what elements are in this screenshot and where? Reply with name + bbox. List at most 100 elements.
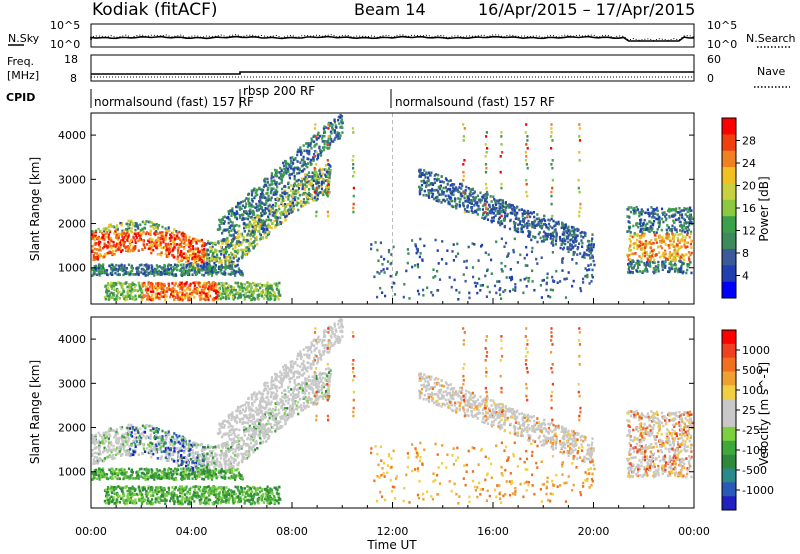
power-cell — [267, 208, 270, 211]
power-cell — [314, 180, 317, 184]
power-cell — [449, 188, 452, 191]
power-cell — [252, 205, 255, 208]
power-cell — [195, 272, 198, 276]
power-cell — [292, 170, 295, 174]
power-cell — [210, 288, 213, 291]
power-cell — [121, 284, 124, 287]
power-cell — [231, 207, 234, 210]
power-cell — [592, 259, 595, 263]
power-cell — [674, 263, 677, 267]
power-cell — [512, 288, 515, 291]
power-cell — [230, 239, 234, 242]
power-cell — [462, 135, 465, 138]
power-cell — [266, 233, 269, 237]
power-cell — [119, 241, 122, 245]
power-cell — [240, 255, 243, 259]
power-cell — [499, 155, 502, 158]
power-cell — [683, 241, 686, 244]
power-cell — [224, 290, 227, 293]
power-cell — [241, 253, 245, 256]
power-cell — [526, 135, 529, 138]
power-cell — [684, 207, 687, 211]
power-cell — [225, 241, 228, 245]
power-cell — [414, 243, 417, 246]
power-cell — [156, 273, 159, 276]
power-cell — [241, 273, 244, 277]
power-cell — [415, 251, 418, 255]
power-cell — [234, 265, 237, 268]
power-cell — [495, 291, 498, 295]
power-cell — [144, 269, 147, 273]
power-cell — [649, 225, 652, 228]
power-cell — [177, 236, 180, 240]
power-cell — [429, 189, 432, 192]
power-cell — [634, 211, 637, 215]
power-cell — [247, 289, 250, 293]
power-cell — [545, 281, 548, 285]
power-cell — [659, 244, 662, 248]
power-cell — [164, 246, 167, 249]
power-cell — [300, 203, 303, 206]
power-cell — [627, 220, 630, 223]
power-cell — [279, 294, 282, 297]
power-cell — [442, 198, 445, 202]
power-cell — [151, 297, 154, 301]
power-cell — [332, 140, 335, 143]
power-cell — [657, 269, 660, 273]
power-cell — [265, 289, 268, 293]
power-cell — [403, 283, 406, 286]
power-cell — [263, 179, 266, 183]
power-cell — [580, 230, 583, 234]
power-cell — [225, 282, 228, 285]
power-cell — [239, 232, 242, 236]
power-cell — [167, 264, 170, 267]
power-cell — [340, 115, 344, 118]
power-cell — [269, 208, 273, 211]
power-cell — [661, 268, 664, 271]
power-cell — [121, 292, 124, 296]
power-cell — [185, 292, 188, 295]
power-cell — [330, 137, 333, 141]
power-cell — [640, 208, 643, 211]
power-cell — [393, 281, 396, 285]
power-cell — [292, 201, 295, 204]
power-cell — [522, 220, 525, 224]
power-cell — [217, 267, 221, 271]
power-cell — [267, 194, 270, 198]
power-cell — [166, 287, 169, 290]
power-cell — [114, 249, 117, 253]
power-cell — [665, 233, 668, 236]
power-cell — [554, 239, 558, 243]
power-cell — [182, 252, 185, 256]
power-cell — [646, 261, 649, 264]
power-cell — [224, 248, 227, 251]
power-cell — [336, 134, 339, 137]
power-cell — [569, 238, 572, 242]
power-cell — [170, 293, 173, 296]
power-cell — [648, 230, 651, 234]
power-cell — [505, 206, 508, 209]
power-cell — [314, 143, 317, 147]
power-cell — [271, 207, 274, 210]
power-cell — [205, 261, 208, 265]
power-cell — [253, 282, 256, 286]
power-cell — [576, 234, 579, 237]
power-cell — [626, 215, 629, 218]
power-cell — [99, 248, 102, 252]
power-cell — [220, 295, 224, 298]
power-cell — [523, 209, 526, 213]
power-cell — [436, 195, 439, 199]
power-cell — [579, 202, 582, 206]
power-cell — [550, 127, 553, 130]
power-cell — [257, 221, 260, 225]
power-cell — [657, 245, 660, 249]
power-cell — [314, 178, 317, 181]
power-cell — [300, 149, 303, 152]
power-cell — [108, 237, 111, 241]
power-cell — [111, 269, 114, 272]
power-cell — [140, 268, 143, 271]
power-cell — [172, 265, 175, 269]
power-cell — [490, 272, 493, 275]
power-cell — [214, 264, 217, 267]
power-cell — [127, 225, 130, 228]
